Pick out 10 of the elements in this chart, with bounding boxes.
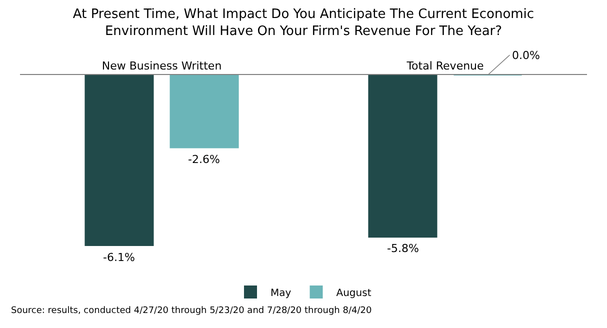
- data-label: 0.0%: [512, 49, 540, 62]
- x-tick-label: New Business Written: [102, 60, 222, 73]
- chart-title: At Present Time, What Impact Do You Anticipate The Current Economic Environment Will Have On Your Firm's Revenue For The Year?: [72, 7, 534, 39]
- source-note: Source: results, conducted 4/27/20 through 5/23/20 and 7/28/20 through 8/4/20: [11, 306, 372, 316]
- x-tick-label: Total Revenue: [406, 60, 484, 73]
- legend-label: August: [336, 288, 372, 299]
- legend-label: May: [270, 288, 292, 299]
- data-label: -2.6%: [188, 153, 220, 166]
- data-label: -5.8%: [387, 242, 419, 255]
- data-label: -6.1%: [103, 251, 135, 264]
